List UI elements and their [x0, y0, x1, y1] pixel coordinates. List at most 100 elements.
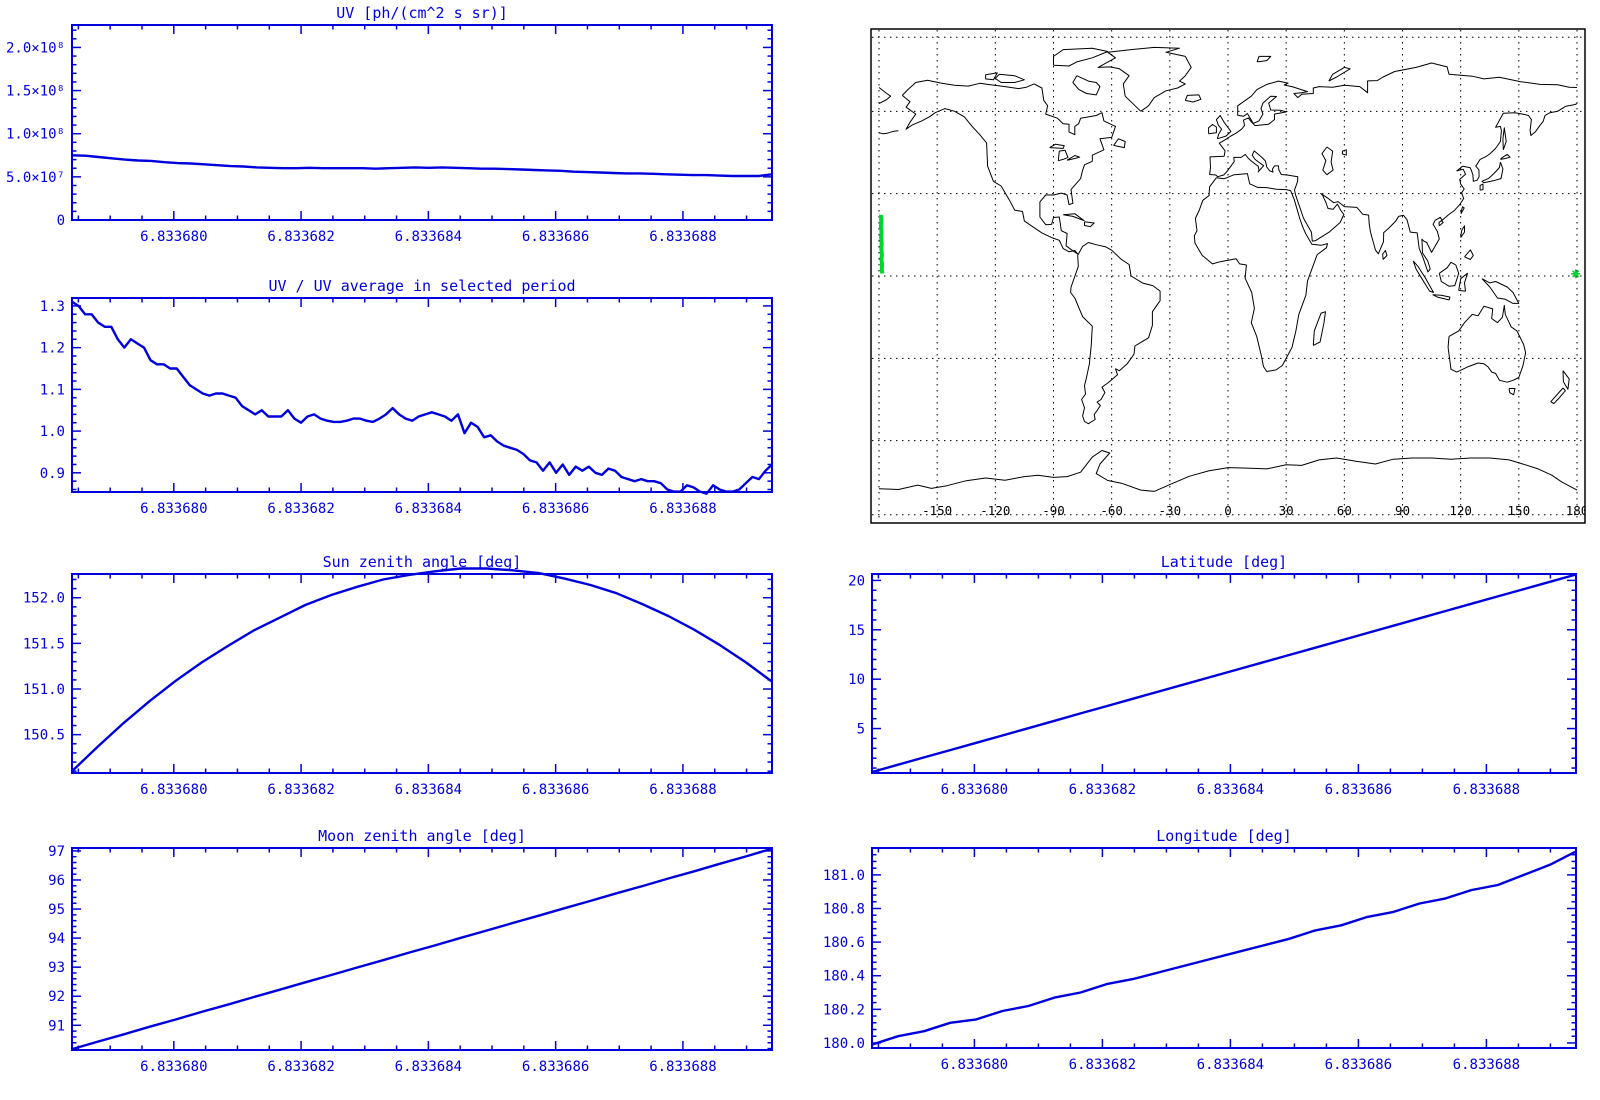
- map-lon-label: 60: [1337, 503, 1352, 518]
- coastline: [1438, 220, 1444, 227]
- chart-title: Latitude [deg]: [1161, 553, 1287, 571]
- y-tick-label: 97: [48, 844, 65, 860]
- coastline: [1460, 206, 1465, 214]
- coastline: [1341, 149, 1347, 156]
- x-tick-label: 6.833684: [395, 782, 462, 798]
- coastline: [1256, 55, 1272, 63]
- y-tick-label: 1.2: [40, 341, 65, 357]
- y-tick-label: 1.5×10⁸: [6, 84, 65, 100]
- chart-title: Sun zenith angle [deg]: [323, 553, 522, 571]
- y-tick-label: 95: [48, 902, 65, 918]
- y-tick-label: 150.5: [23, 728, 65, 744]
- plot-frame: [71, 24, 773, 221]
- chart-title: Longitude [deg]: [1156, 827, 1291, 845]
- x-tick-label: 6.833686: [1325, 1057, 1392, 1073]
- coastline: [1208, 124, 1217, 135]
- coastline: [1084, 221, 1095, 228]
- coastline: [1438, 261, 1460, 287]
- x-tick-label: 6.833684: [1197, 1057, 1264, 1073]
- x-tick-label: 6.833682: [267, 229, 334, 245]
- x-tick-label: 6.833686: [522, 229, 589, 245]
- map-lon-label: -90: [1042, 503, 1065, 518]
- map-lon-label: 0: [1224, 503, 1232, 518]
- coastline: [1562, 370, 1570, 390]
- coastline: [1209, 62, 1578, 273]
- y-tick-label: 1.0×10⁸: [6, 127, 65, 143]
- y-tick-label: 20: [848, 573, 865, 589]
- coastline: [1312, 311, 1326, 346]
- y-tick-label: 0: [57, 213, 65, 229]
- coastline: [1500, 153, 1511, 160]
- map-layers: -150 -120 -90 -60 -30 0 30 60 90 120 150 180: [872, 30, 1585, 522]
- coastline: [1193, 173, 1328, 372]
- coastline: [1072, 75, 1101, 96]
- x-tick-label: 6.833684: [395, 1059, 462, 1075]
- chart-moon-zenith: 6.833680 6.833682 6.833684 6.833686 6.833688…: [48, 827, 773, 1075]
- y-tick-label: 180.0: [823, 1036, 865, 1052]
- coastline: [1550, 387, 1566, 405]
- y-tick-label: 180.4: [823, 969, 865, 985]
- coastline: [1184, 94, 1202, 103]
- coastline: [1113, 138, 1126, 149]
- map-lon-label: 90: [1395, 503, 1410, 518]
- coastline: [985, 72, 998, 81]
- coastline: [1481, 278, 1520, 304]
- coastline: [1057, 149, 1069, 162]
- y-tick-label: 5.0×10⁷: [6, 170, 65, 186]
- map-lon-label: 150: [1508, 503, 1531, 518]
- ground-track: [878, 214, 885, 274]
- x-tick-label: 6.833684: [395, 501, 462, 517]
- x-tick-label: 6.833680: [140, 229, 207, 245]
- map-lon-label: -150: [922, 503, 952, 518]
- x-tick-label: 6.833686: [522, 782, 589, 798]
- y-tick-label: 1.0: [40, 424, 65, 440]
- y-tick-label: 93: [48, 960, 65, 976]
- y-tick-label: 180.8: [823, 902, 865, 918]
- y-tick-label: 180.2: [823, 1002, 865, 1018]
- x-tick-label: 6.833682: [267, 1059, 334, 1075]
- y-tick-label: 94: [48, 931, 65, 947]
- x-tick-label: 6.833686: [522, 1059, 589, 1075]
- coastline: [1097, 46, 1192, 112]
- x-tick-label: 6.833686: [522, 501, 589, 517]
- coastline: [1458, 272, 1468, 292]
- x-tick-label: 6.833680: [941, 782, 1008, 798]
- world-map: -150 -120 -90 -60 -30 0 30 60 90 120 150 180: [870, 28, 1586, 524]
- y-tick-label: 15: [848, 623, 865, 639]
- y-tick-label: 0.9: [40, 466, 65, 482]
- data-line-uv: [71, 154, 773, 178]
- coastline: [1321, 146, 1334, 176]
- coastline: [1447, 304, 1527, 383]
- data-line-longitude: [871, 850, 1577, 1046]
- x-tick-label: 6.833688: [649, 501, 716, 517]
- y-tick-label: 1.3: [40, 299, 65, 315]
- plot-frame: [871, 847, 1577, 1049]
- chart-uv: 6.833680 6.833682 6.833684 6.833686 6.833688…: [6, 4, 773, 245]
- chart-latitude: 6.833680 6.833682 6.833684 6.833686 6.833688…: [848, 553, 1577, 798]
- x-tick-label: 6.833682: [267, 501, 334, 517]
- x-tick-label: 6.833680: [140, 782, 207, 798]
- data-line-moon-zenith: [71, 847, 773, 1051]
- coastline: [1502, 127, 1507, 150]
- coastline: [1481, 161, 1504, 184]
- map-lon-label: 120: [1449, 503, 1472, 518]
- x-tick-label: 6.833686: [1325, 782, 1392, 798]
- chart-title: UV / UV average in selected period: [268, 277, 575, 295]
- y-tick-label: 2.0×10⁸: [6, 40, 65, 56]
- x-tick-label: 6.833680: [140, 501, 207, 517]
- map-lon-label: -60: [1100, 503, 1123, 518]
- chart-title: Moon zenith angle [deg]: [318, 827, 526, 845]
- marker-stroke: [1572, 270, 1580, 278]
- plot-frame: [71, 297, 773, 493]
- chart-uv-ratio: 6.833680 6.833682 6.833684 6.833686 6.833688…: [40, 277, 773, 517]
- y-tick-label: 151.0: [23, 682, 65, 698]
- y-tick-label: 181.0: [823, 868, 865, 884]
- x-tick-label: 6.833688: [649, 229, 716, 245]
- y-tick-label: 1.1: [40, 382, 65, 398]
- chart-longitude: 6.833680 6.833682 6.833684 6.833686 6.833688…: [823, 827, 1577, 1073]
- coastline: [1508, 388, 1516, 396]
- coastline: [1215, 115, 1232, 140]
- x-tick-label: 6.833684: [395, 229, 462, 245]
- x-tick-label: 6.833682: [1069, 1057, 1136, 1073]
